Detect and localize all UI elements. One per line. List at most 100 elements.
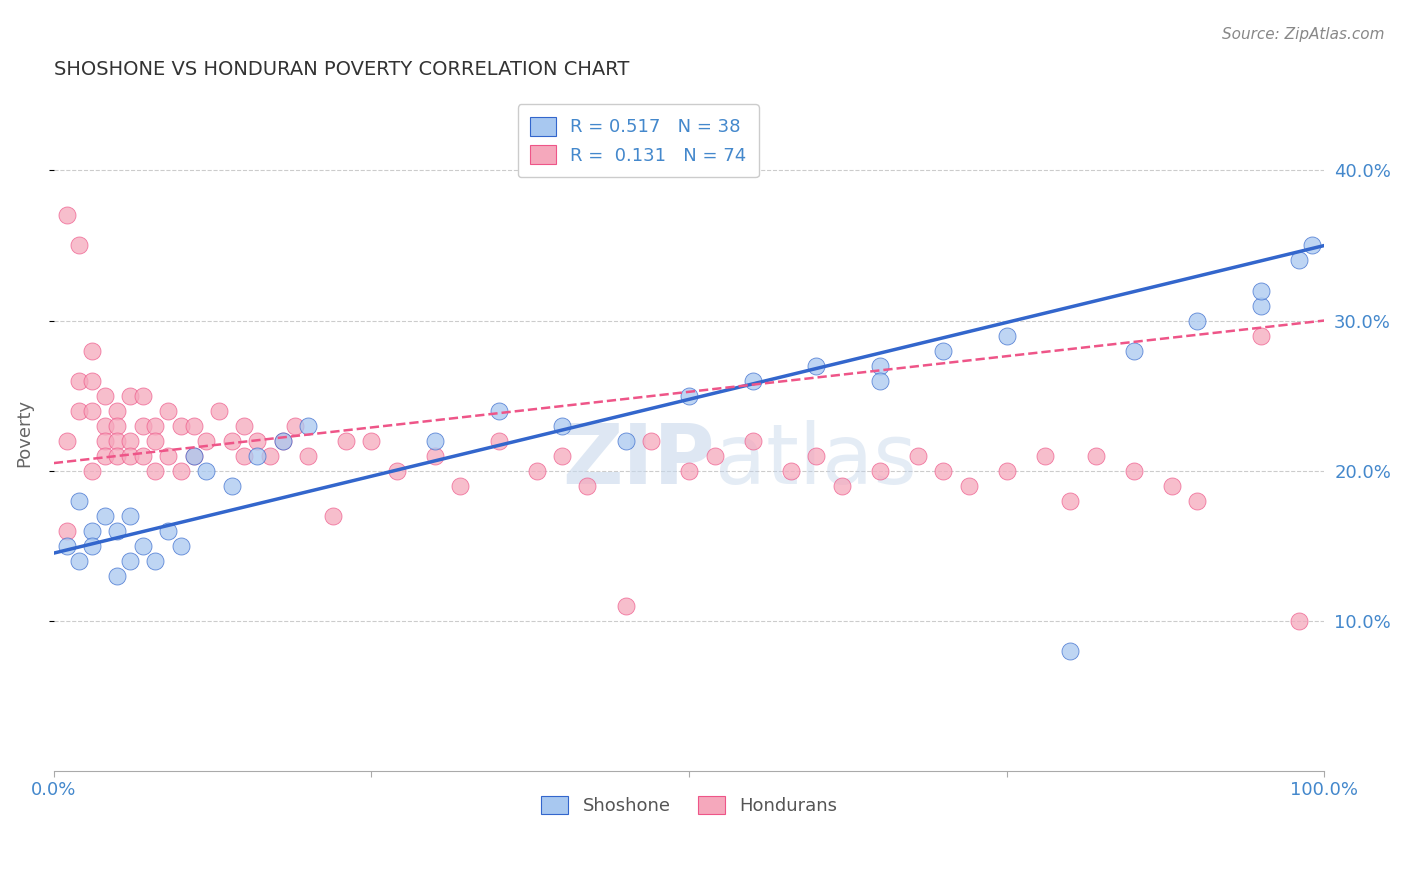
Point <box>1059 493 1081 508</box>
Legend: Shoshone, Hondurans: Shoshone, Hondurans <box>534 789 845 822</box>
Point <box>271 434 294 448</box>
Point <box>80 539 103 553</box>
Point <box>526 464 548 478</box>
Point <box>55 209 77 223</box>
Point <box>145 434 167 448</box>
Text: SHOSHONE VS HONDURAN POVERTY CORRELATION CHART: SHOSHONE VS HONDURAN POVERTY CORRELATION… <box>53 60 630 78</box>
Point <box>423 434 446 448</box>
Point <box>105 524 128 538</box>
Point <box>105 568 128 582</box>
Point <box>80 343 103 358</box>
Point <box>831 478 853 492</box>
Point <box>297 449 319 463</box>
Point <box>145 553 167 567</box>
Point <box>183 449 205 463</box>
Point <box>195 434 218 448</box>
Point <box>1250 284 1272 298</box>
Point <box>221 478 243 492</box>
Point <box>132 539 155 553</box>
Point <box>93 449 115 463</box>
Point <box>322 508 344 523</box>
Point <box>93 418 115 433</box>
Point <box>170 464 193 478</box>
Point <box>183 418 205 433</box>
Point <box>120 508 142 523</box>
Point <box>132 388 155 402</box>
Point <box>246 449 269 463</box>
Point <box>1301 238 1323 252</box>
Point <box>488 403 510 417</box>
Point <box>67 493 90 508</box>
Point <box>551 418 574 433</box>
Point <box>105 434 128 448</box>
Point <box>614 599 637 613</box>
Point <box>957 478 980 492</box>
Point <box>1187 493 1209 508</box>
Point <box>995 328 1018 343</box>
Point <box>208 403 231 417</box>
Point <box>120 434 142 448</box>
Point <box>1033 449 1056 463</box>
Point <box>246 434 269 448</box>
Point <box>869 359 891 373</box>
Point <box>995 464 1018 478</box>
Point <box>93 508 115 523</box>
Point <box>120 388 142 402</box>
Point <box>576 478 599 492</box>
Point <box>120 449 142 463</box>
Point <box>132 418 155 433</box>
Point <box>67 374 90 388</box>
Point <box>678 464 700 478</box>
Point <box>183 449 205 463</box>
Point <box>297 418 319 433</box>
Point <box>233 449 256 463</box>
Point <box>120 553 142 567</box>
Point <box>55 524 77 538</box>
Point <box>93 388 115 402</box>
Point <box>1187 313 1209 327</box>
Point <box>170 539 193 553</box>
Point <box>640 434 662 448</box>
Text: Source: ZipAtlas.com: Source: ZipAtlas.com <box>1222 27 1385 42</box>
Point <box>284 418 307 433</box>
Point <box>132 449 155 463</box>
Point <box>67 403 90 417</box>
Point <box>55 539 77 553</box>
Point <box>1059 643 1081 657</box>
Point <box>932 464 955 478</box>
Point <box>1122 343 1144 358</box>
Point <box>1250 299 1272 313</box>
Point <box>907 449 929 463</box>
Point <box>93 434 115 448</box>
Point <box>551 449 574 463</box>
Point <box>195 464 218 478</box>
Point <box>157 524 180 538</box>
Point <box>145 464 167 478</box>
Point <box>157 449 180 463</box>
Point <box>145 418 167 433</box>
Point <box>67 238 90 252</box>
Text: ZIP: ZIP <box>562 419 714 500</box>
Point <box>157 403 180 417</box>
Point <box>80 374 103 388</box>
Point <box>1122 464 1144 478</box>
Point <box>271 434 294 448</box>
Point <box>105 403 128 417</box>
Point <box>1084 449 1107 463</box>
Point <box>233 418 256 433</box>
Point <box>932 343 955 358</box>
Point <box>741 374 763 388</box>
Point <box>67 553 90 567</box>
Point <box>869 374 891 388</box>
Point <box>385 464 408 478</box>
Point <box>741 434 763 448</box>
Point <box>259 449 281 463</box>
Y-axis label: Poverty: Poverty <box>15 399 32 467</box>
Point <box>170 418 193 433</box>
Point <box>55 434 77 448</box>
Point <box>335 434 357 448</box>
Point <box>105 449 128 463</box>
Point <box>80 403 103 417</box>
Point <box>869 464 891 478</box>
Point <box>423 449 446 463</box>
